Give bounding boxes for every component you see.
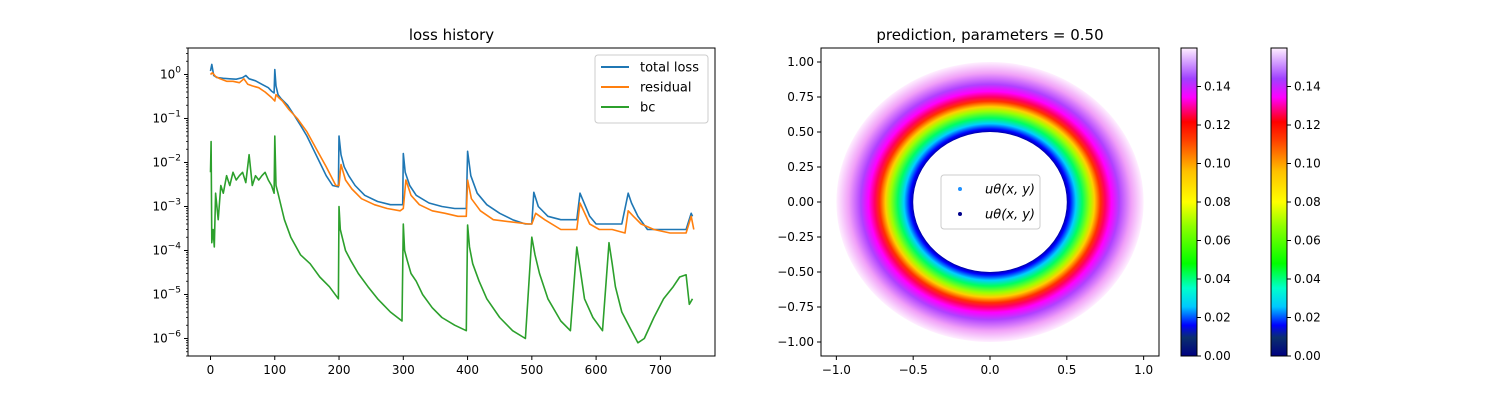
plot-frame [187,47,716,357]
legend-label: uθ(x, y) [985,208,1035,223]
colorbar-tick-label: 0.14 [1294,80,1321,94]
y-axis: 10−6 10−5 10−4 10−3 10−2 10−1 100 [152,47,188,357]
colorbar-1: 0.00 0.02 0.04 0.06 0.08 0.10 0.12 0.14 [1180,47,1231,363]
legend-label: bc [640,101,655,116]
x-tick-label: 1.0 [1134,363,1153,377]
y-tick-label: −0.50 [777,265,814,279]
y-tick-label: 0.25 [787,160,814,174]
colorbar-tick-label: 0.06 [1294,234,1321,248]
loss-history-chart: loss history 0 100 200 300 400 500 600 700 10−6… [152,26,716,377]
colorbar-strip [1270,47,1288,357]
colorbar-2: 0.00 0.02 0.04 0.06 0.08 0.10 0.12 0.14 [1270,47,1321,363]
x-tick-label: 700 [649,363,672,377]
legend-frame [940,174,1041,230]
x-tick-label: −0.5 [899,363,928,377]
legend-label: residual [640,81,692,96]
chart-title: prediction, parameters = 0.50 [876,26,1103,44]
y-tick-label: 10−3 [152,197,181,213]
y-tick-label: 0.00 [787,195,814,209]
y-tick-label: 10−1 [152,109,181,125]
y-tick-label: −1.00 [777,335,814,349]
x-tick-label: −1.0 [822,363,851,377]
x-tick-label: 0 [207,363,215,377]
chart-title: loss history [409,26,494,44]
colorbar-tick-label: 0.08 [1204,195,1231,209]
colorbar-tick-label: 0.00 [1204,349,1231,363]
legend: uθ(x, y) uθ(x, y) [940,174,1041,230]
x-tick-label: 100 [263,363,286,377]
colorbar-tick-label: 0.00 [1294,349,1321,363]
y-tick-label: 100 [160,65,181,81]
x-tick-label: 400 [456,363,479,377]
y-tick-label: 10−2 [152,153,181,169]
legend-marker [958,212,962,216]
series-line-bc [209,135,694,344]
legend: total loss residual bc [594,54,709,124]
colorbar-tick-label: 0.10 [1294,157,1321,171]
colorbar-strip [1180,47,1198,357]
colorbar-tick-label: 0.02 [1294,311,1321,325]
y-tick-label: 0.75 [787,90,814,104]
y-tick-label: 0.50 [787,125,814,139]
colorbar-tick-label: 0.14 [1204,80,1231,94]
legend-marker [958,187,962,191]
colorbar-tick-label: 0.12 [1204,118,1231,132]
x-tick-label: 600 [585,363,608,377]
prediction-chart: prediction, parameters = 0.50 −1.0 −0.5 0.… [777,26,1321,377]
x-tick-label: 300 [392,363,415,377]
y-axis: −1.00 −0.75 −0.50 −0.25 0.00 0.25 0.50 0.75 1.00 [777,55,821,349]
colorbar-tick-label: 0.02 [1204,311,1231,325]
colorbar-tick-label: 0.12 [1294,118,1321,132]
legend-label: uθ(x, y) [985,183,1035,198]
y-tick-label: −0.25 [777,230,814,244]
y-tick-label: 10−5 [152,285,181,301]
colorbar-tick-label: 0.06 [1204,234,1231,248]
x-tick-label: 500 [520,363,543,377]
colorbar-tick-label: 0.08 [1294,195,1321,209]
x-tick-label: 0.0 [980,363,999,377]
y-tick-label: 1.00 [787,55,814,69]
x-tick-label: 200 [328,363,351,377]
x-axis: −1.0 −0.5 0.0 0.5 1.0 [822,356,1153,377]
legend-label: total loss [640,61,699,76]
y-tick-label: 10−4 [152,241,181,257]
series-line-total-loss [209,63,694,231]
y-tick-label: −0.75 [777,300,814,314]
colorbar-tick-label: 0.10 [1204,157,1231,171]
x-tick-label: 0.5 [1057,363,1076,377]
plot-lines [209,63,695,344]
x-axis: 0 100 200 300 400 500 600 700 [207,356,672,377]
colorbar-tick-label: 0.04 [1204,272,1231,286]
y-tick-label: 10−6 [152,329,181,345]
series-line-residual [209,71,695,234]
colorbar-tick-label: 0.04 [1294,272,1321,286]
